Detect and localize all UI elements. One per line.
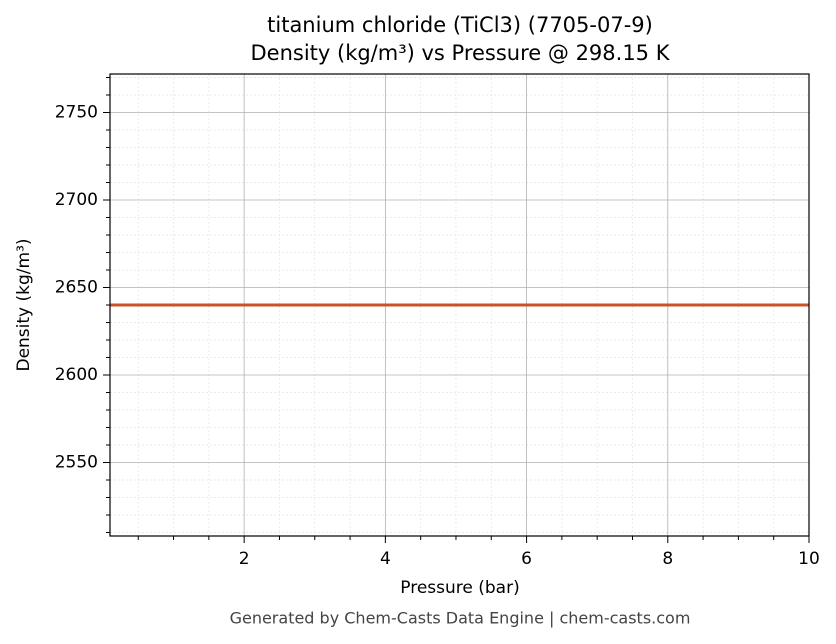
x-tick-label: 2 bbox=[239, 549, 250, 569]
x-axis-label: Pressure (bar) bbox=[400, 578, 519, 598]
x-tick-label: 10 bbox=[798, 549, 820, 569]
chart-subtitle: Density (kg/m³) vs Pressure @ 298.15 K bbox=[250, 41, 670, 65]
y-tick-label: 2550 bbox=[55, 453, 98, 473]
y-axis-label: Density (kg/m³) bbox=[14, 238, 34, 371]
plot-frame bbox=[109, 73, 810, 537]
y-tick-label: 2750 bbox=[55, 103, 98, 123]
chart-title: titanium chloride (TiCl3) (7705-07-9) bbox=[267, 13, 653, 37]
footer: Generated by Chem-Casts Data Engine | ch… bbox=[230, 609, 691, 628]
y-tick-label: 2650 bbox=[55, 278, 98, 298]
x-tick-label: 6 bbox=[521, 549, 532, 569]
y-tick-label: 2700 bbox=[55, 190, 98, 210]
x-tick-label: 8 bbox=[662, 549, 673, 569]
x-tick-label: 4 bbox=[380, 549, 391, 569]
y-tick-label: 2600 bbox=[55, 365, 98, 385]
